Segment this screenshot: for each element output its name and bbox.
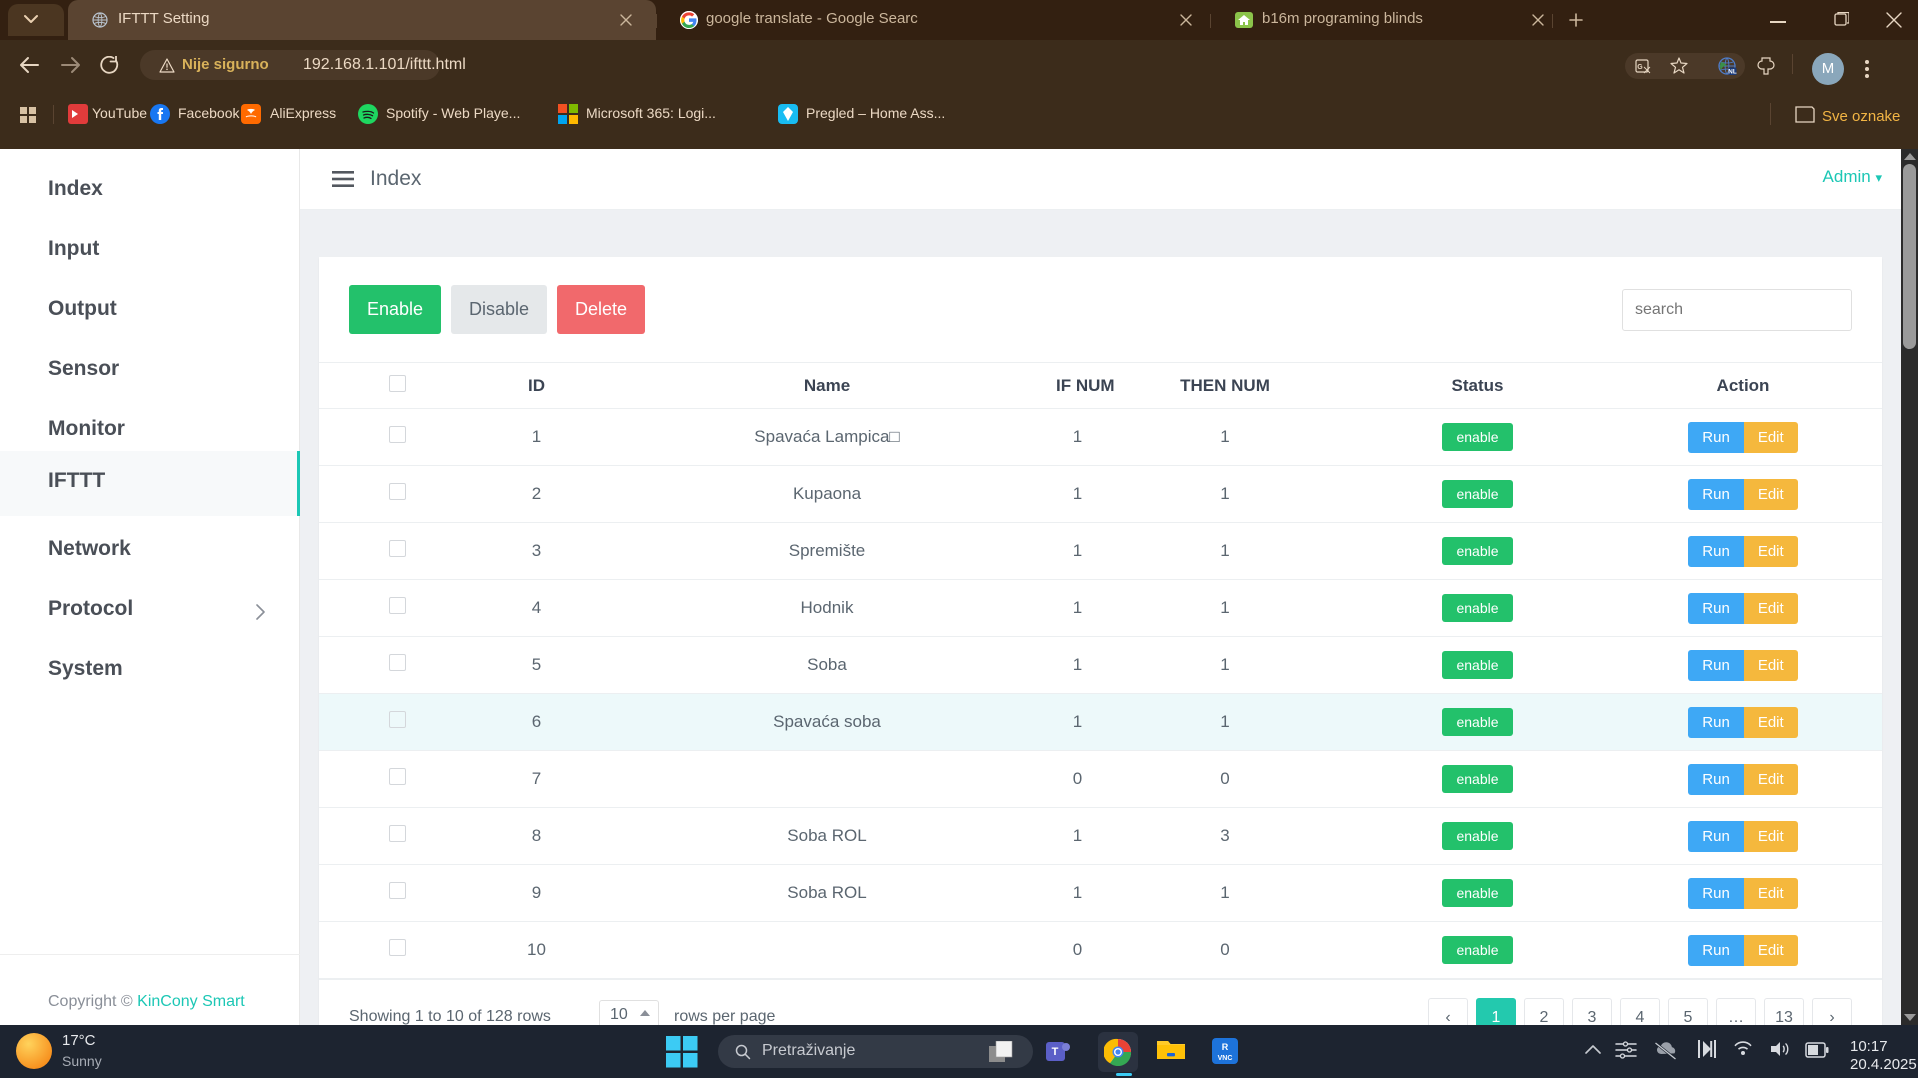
svg-text:G: G [1637, 64, 1643, 71]
svg-text:T: T [1052, 1046, 1059, 1058]
svg-text:VNC: VNC [1218, 1055, 1233, 1062]
svg-text:NL: NL [1728, 68, 1737, 75]
svg-text:R: R [1222, 1042, 1229, 1052]
